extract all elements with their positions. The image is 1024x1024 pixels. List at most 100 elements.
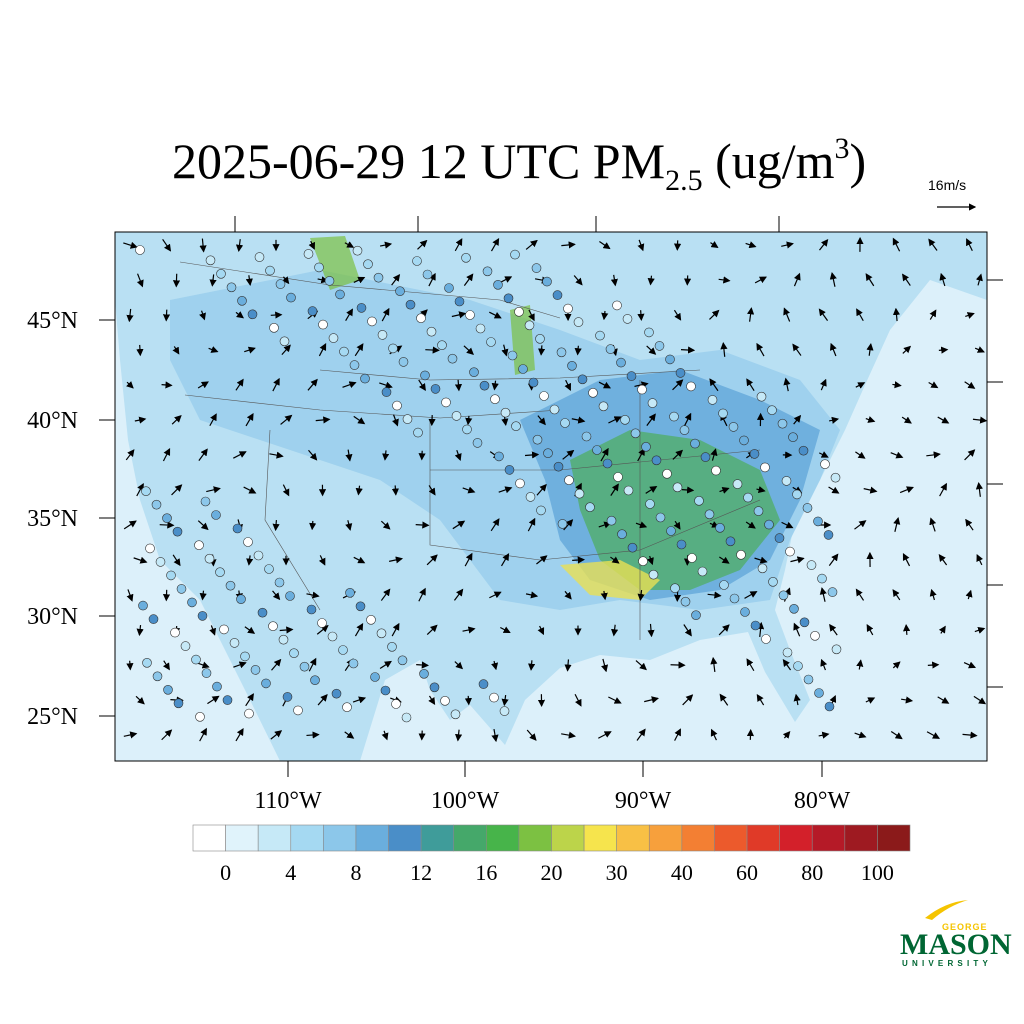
colorbar-box <box>518 824 552 852</box>
wind-vector <box>389 556 404 564</box>
station <box>792 489 802 500</box>
wind-vector <box>719 556 730 564</box>
wind-vector <box>938 346 949 354</box>
wind-vector <box>782 731 791 739</box>
wind-vector <box>829 416 840 424</box>
station <box>444 283 454 293</box>
station <box>500 407 511 418</box>
station <box>704 509 715 520</box>
station <box>191 654 201 665</box>
station <box>405 299 416 310</box>
wind-vector <box>379 241 393 249</box>
station <box>577 374 588 385</box>
wind-vector <box>159 521 175 529</box>
station <box>204 553 215 564</box>
wind-vector <box>829 623 838 636</box>
wind-vector <box>392 414 399 427</box>
station <box>602 458 613 469</box>
wind-vector <box>926 451 941 459</box>
wind-vector <box>454 449 462 461</box>
colorbar-label: 12 <box>410 860 432 885</box>
latitude-label: 45°N <box>27 308 78 334</box>
station <box>462 424 472 435</box>
station <box>318 319 328 330</box>
latitude-label: 25°N <box>27 704 78 730</box>
wind-vector <box>161 381 173 389</box>
wind-vector <box>245 275 253 286</box>
station <box>345 587 355 598</box>
wind-vector <box>828 553 839 566</box>
station <box>623 485 634 496</box>
station <box>507 350 518 361</box>
wind-vector <box>123 731 138 739</box>
station <box>170 627 180 638</box>
wind-vector <box>454 238 463 252</box>
station <box>303 249 314 259</box>
wind-vector <box>865 273 875 287</box>
wind-vector <box>308 657 317 672</box>
station <box>806 560 817 570</box>
station <box>275 279 286 289</box>
station <box>440 695 450 706</box>
wind-vector <box>491 380 499 391</box>
station <box>781 476 792 486</box>
wind-vector <box>162 238 172 252</box>
wind-vector <box>681 486 695 494</box>
station <box>756 391 767 402</box>
wind-vector <box>600 590 608 601</box>
wind-vector <box>892 589 901 601</box>
station <box>402 414 413 424</box>
wind-vector <box>133 556 148 564</box>
wind-vector <box>528 309 535 322</box>
wind-vector <box>563 519 574 531</box>
station <box>342 702 352 713</box>
wind-vector <box>976 554 983 566</box>
station <box>429 682 440 693</box>
station <box>151 499 162 510</box>
station <box>155 557 166 567</box>
wind-vector <box>899 486 914 494</box>
colorbar-box <box>486 824 520 852</box>
latitude-label: 30°N <box>27 604 78 630</box>
wind-vector <box>233 451 247 459</box>
station <box>366 614 376 625</box>
wind-vector <box>974 626 986 634</box>
wind-vector <box>938 625 946 634</box>
wind-vector <box>235 311 244 319</box>
station <box>605 344 616 354</box>
wind-vector <box>243 486 257 494</box>
title-superscript: 3 <box>835 132 850 165</box>
station <box>669 411 679 422</box>
station <box>711 465 721 476</box>
wind-vector <box>465 415 473 426</box>
wind-vector <box>279 626 294 634</box>
wind-vector <box>939 482 947 497</box>
wind-vector <box>890 451 904 459</box>
station <box>728 422 739 432</box>
wind-vector <box>975 273 983 286</box>
wind-vector <box>353 556 366 564</box>
station <box>613 472 623 482</box>
colorbar-box <box>779 824 813 852</box>
station <box>377 330 388 340</box>
wind-vector <box>937 416 950 424</box>
wind-vector <box>571 416 586 424</box>
wind-vector <box>425 346 440 354</box>
wind-vector <box>272 520 280 532</box>
wind-vector <box>855 588 865 601</box>
station <box>269 322 279 333</box>
wind-vector <box>635 521 648 529</box>
station <box>651 455 662 466</box>
wind-vector <box>233 661 247 669</box>
station <box>824 701 835 712</box>
wind-vector <box>199 310 206 321</box>
wind-vector <box>281 344 291 356</box>
station <box>528 377 539 388</box>
wind-vector <box>710 656 718 672</box>
wind-vector <box>501 344 509 357</box>
logo-bottom: UNIVERSITY <box>902 959 992 968</box>
station <box>282 692 293 702</box>
wind-vector <box>818 308 829 321</box>
station <box>764 519 774 530</box>
station <box>225 580 236 591</box>
